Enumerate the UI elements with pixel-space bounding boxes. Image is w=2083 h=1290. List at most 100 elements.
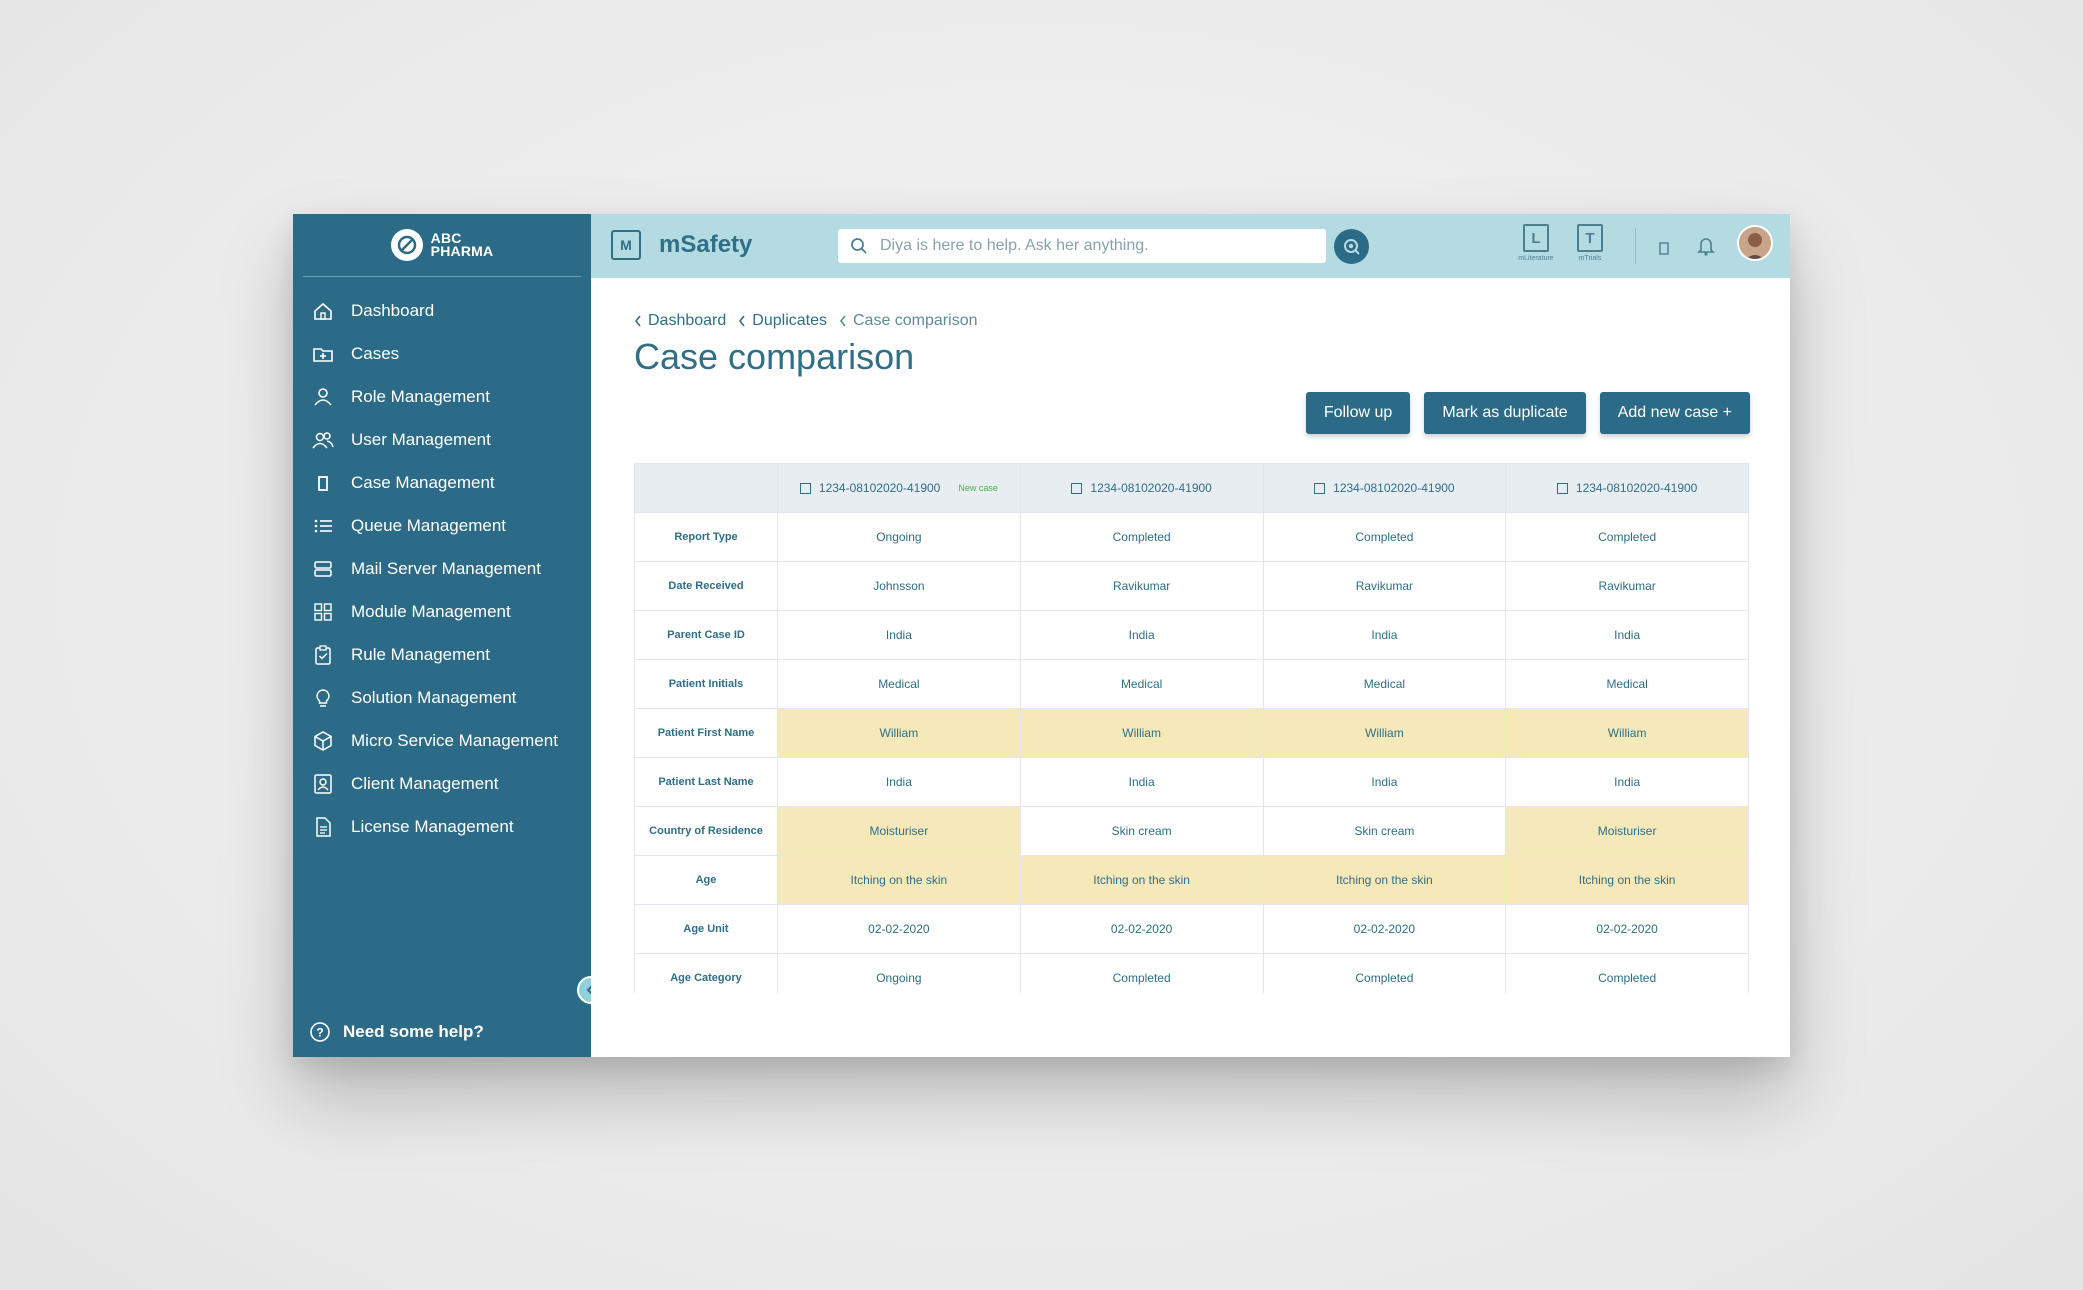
breadcrumb: Dashboard Duplicates Case comparison bbox=[634, 312, 977, 330]
case-id: 1234-08102020-41900 bbox=[1090, 481, 1212, 495]
sidebar-item-license-management[interactable]: License Management bbox=[293, 805, 591, 848]
table-row: Age Unit 02-02-2020 02-02-2020 02-02-2020 02… bbox=[634, 904, 1749, 954]
help-link[interactable]: ? Need some help? bbox=[309, 1021, 484, 1043]
sidebar-item-case-management[interactable]: Case Management bbox=[293, 461, 591, 504]
sidebar-item-queue-management[interactable]: Queue Management bbox=[293, 504, 591, 547]
table-cell: Medical bbox=[1019, 659, 1264, 709]
case-select-checkbox[interactable] bbox=[799, 482, 811, 494]
breadcrumb-dashboard[interactable]: Dashboard bbox=[634, 312, 726, 330]
table-cell: India bbox=[777, 757, 1021, 807]
case-header-content: 1234-08102020-41900 bbox=[1507, 481, 1747, 495]
table-cell: 02-02-2020 bbox=[1505, 904, 1749, 954]
case-header-content: 1234-08102020-41900 New case bbox=[779, 481, 1019, 495]
highlighted-cell: Moisturiser bbox=[777, 806, 1021, 856]
zoom-search-icon bbox=[1343, 238, 1360, 255]
table-cell: Skin cream bbox=[1262, 806, 1507, 856]
chevron-left-icon bbox=[634, 315, 641, 327]
field-label: Age Category bbox=[634, 953, 778, 993]
chevron-left-icon bbox=[839, 315, 846, 327]
table-cell: India bbox=[1019, 610, 1264, 660]
brand-name: ABC PHARMA bbox=[430, 230, 494, 259]
table-cell: Ravikumar bbox=[1505, 561, 1749, 611]
case-id: 1234-08102020-41900 bbox=[818, 481, 941, 495]
table-cell: India bbox=[1505, 610, 1749, 660]
case-select-checkbox[interactable] bbox=[1556, 482, 1568, 494]
notes-icon[interactable] bbox=[1659, 242, 1669, 260]
field-label: Patient First Name bbox=[634, 708, 778, 758]
sidebar-item-client-management[interactable]: Client Management bbox=[293, 762, 591, 805]
case-column-header: 1234-08102020-41900 bbox=[1262, 463, 1507, 513]
table-cell: 02-02-2020 bbox=[1019, 904, 1264, 954]
table-cell: Ongoing bbox=[777, 953, 1021, 993]
case-select-checkbox[interactable] bbox=[1071, 482, 1083, 494]
table-row: Patient Last Name India India India India bbox=[634, 757, 1749, 807]
new-case-tag: New case bbox=[958, 483, 998, 493]
pill-logo-icon bbox=[390, 229, 423, 261]
divider bbox=[1635, 228, 1636, 264]
field-label: Patient Last Name bbox=[634, 757, 778, 807]
sidebar-item-dashboard[interactable]: Dashboard bbox=[293, 289, 591, 332]
user-avatar[interactable] bbox=[1737, 225, 1773, 261]
cube-icon bbox=[309, 727, 337, 755]
field-label: Age Unit bbox=[634, 904, 778, 954]
app-icon[interactable]: M bbox=[611, 230, 641, 260]
tool-mtrials[interactable]: T mTrials bbox=[1570, 224, 1610, 262]
field-label: Country of Residence bbox=[634, 806, 778, 856]
table-cell: India bbox=[1505, 757, 1749, 807]
sidebar: ABC PHARMA Dashboard Cases Role Management… bbox=[293, 214, 605, 1057]
table-cell: Completed bbox=[1505, 512, 1749, 562]
table-cell: Johnsson bbox=[777, 561, 1021, 611]
case-column-header: 1234-08102020-41900 New case bbox=[777, 463, 1021, 513]
sidebar-item-user-management[interactable]: User Management bbox=[293, 418, 591, 461]
main-area: M mSafety L mLiterature T mTrials bbox=[591, 214, 1790, 1057]
chevron-left-icon bbox=[739, 315, 745, 327]
highlighted-cell: Moisturiser bbox=[1505, 806, 1749, 856]
sidebar-item-micro-service-management[interactable]: Micro Service Management bbox=[293, 719, 591, 762]
field-label: Patient Initials bbox=[634, 659, 778, 709]
sidebar-item-rule-management[interactable]: Rule Management bbox=[293, 633, 591, 676]
sidebar-item-solution-management[interactable]: Solution Management bbox=[293, 676, 591, 719]
table-cell: Completed bbox=[1262, 953, 1507, 993]
highlighted-cell: Itching on the skin bbox=[1019, 855, 1264, 905]
sidebar-item-label: License Management bbox=[351, 816, 514, 836]
sidebar-item-module-management[interactable]: Module Management bbox=[293, 590, 591, 633]
case-select-checkbox[interactable] bbox=[1314, 482, 1326, 494]
folder-plus-icon bbox=[309, 340, 337, 368]
sidebar-item-cases[interactable]: Cases bbox=[293, 332, 591, 375]
app-window: ABC PHARMA Dashboard Cases Role Management… bbox=[293, 214, 1790, 1057]
case-header-content: 1234-08102020-41900 bbox=[1265, 481, 1505, 495]
sidebar-item-role-management[interactable]: Role Management bbox=[293, 375, 591, 418]
sidebar-item-label: Mail Server Management bbox=[351, 558, 541, 578]
file-icon bbox=[309, 813, 337, 841]
search-input[interactable] bbox=[878, 236, 1302, 256]
follow-up-button[interactable]: Follow up bbox=[1305, 392, 1411, 434]
highlighted-cell: William bbox=[1262, 708, 1507, 758]
sidebar-item-label: Solution Management bbox=[351, 687, 517, 707]
table-cell: Completed bbox=[1505, 953, 1749, 993]
table-corner-cell bbox=[634, 463, 778, 513]
table-row: Patient Initials Medical Medical Medical Med… bbox=[634, 659, 1749, 709]
brand-logo: ABC PHARMA bbox=[303, 214, 581, 277]
tool-label: mTrials bbox=[1578, 255, 1602, 262]
table-cell: 02-02-2020 bbox=[777, 904, 1021, 954]
contact-card-icon bbox=[309, 770, 337, 798]
sidebar-item-label: Role Management bbox=[351, 386, 490, 406]
help-label: Need some help? bbox=[343, 1022, 484, 1041]
field-label: Date Received bbox=[634, 561, 778, 611]
mark-duplicate-button[interactable]: Mark as duplicate bbox=[1424, 392, 1586, 434]
table-cell: Completed bbox=[1262, 512, 1507, 562]
bell-icon[interactable] bbox=[1697, 236, 1715, 261]
add-new-case-button[interactable]: Add new case + bbox=[1599, 392, 1750, 434]
search-submit-button[interactable] bbox=[1334, 229, 1369, 264]
breadcrumb-duplicates[interactable]: Duplicates bbox=[738, 312, 827, 330]
tool-mliterature[interactable]: L mLiterature bbox=[1516, 224, 1556, 262]
trials-icon: T bbox=[1577, 224, 1603, 252]
users-icon bbox=[309, 426, 337, 454]
table-row: Patient First Name William William William W… bbox=[634, 708, 1749, 758]
breadcrumb-current: Case comparison bbox=[839, 312, 977, 330]
comparison-table: 1234-08102020-41900 New case 1234-08102020… bbox=[634, 463, 1749, 993]
highlighted-cell: William bbox=[777, 708, 1021, 758]
table-row: Report Type Ongoing Completed Completed Comp… bbox=[634, 512, 1749, 562]
sidebar-item-mail-server-management[interactable]: Mail Server Management bbox=[293, 547, 591, 590]
table-row: Age Category Ongoing Completed Completed Com… bbox=[634, 953, 1749, 993]
